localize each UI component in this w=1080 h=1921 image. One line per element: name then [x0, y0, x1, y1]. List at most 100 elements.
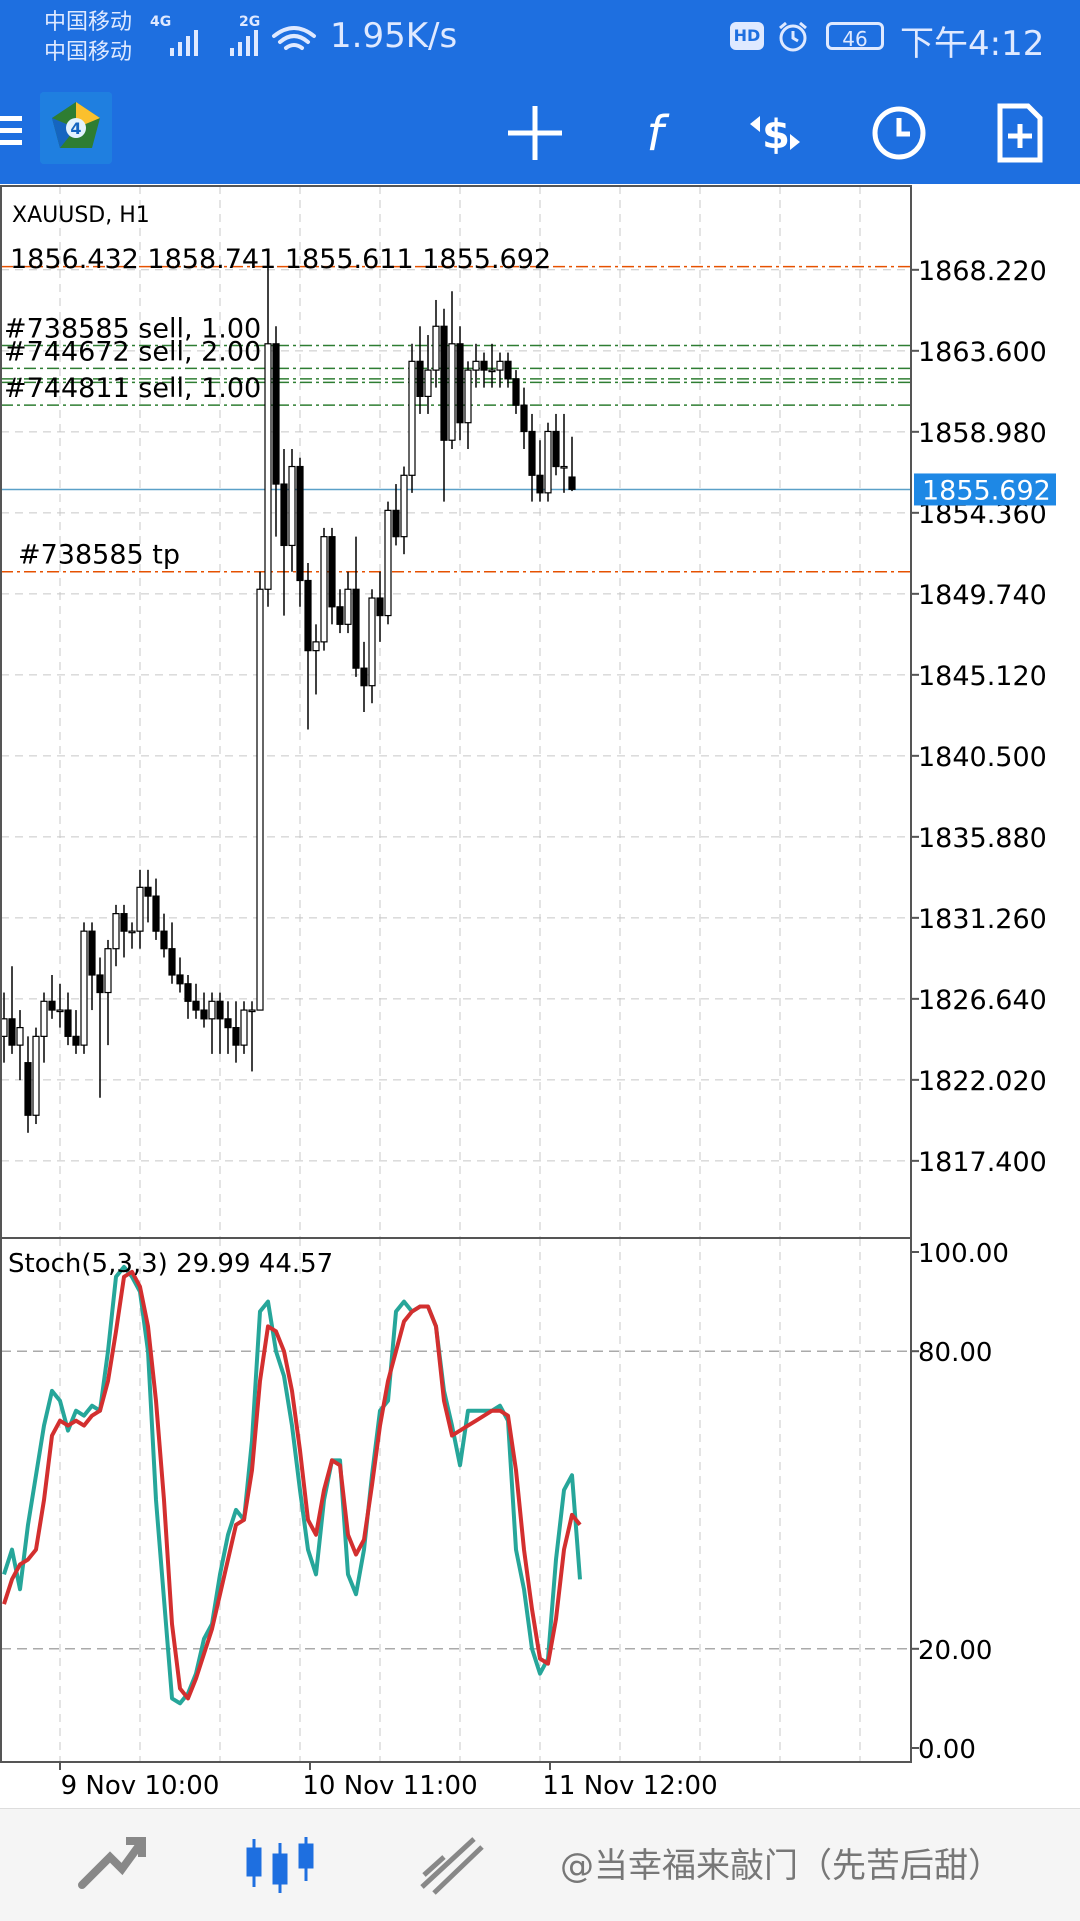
- bullish-candle: [344, 588, 352, 625]
- metatrader-logo[interactable]: 4: [40, 92, 112, 164]
- trade-icon[interactable]: $: [740, 98, 810, 168]
- indicators-icon[interactable]: f: [620, 98, 690, 168]
- network-2-label: 2G: [238, 14, 261, 30]
- bullish-candle: [256, 588, 264, 1011]
- order-label: #738585 tp: [18, 540, 180, 571]
- bullish-candle: [312, 641, 320, 652]
- price-tick-label: 1868.220: [918, 256, 1047, 287]
- bearish-candle: [280, 483, 288, 547]
- battery-indicator: 46: [826, 22, 884, 51]
- bullish-candle: [400, 474, 408, 538]
- bullish-candle: [288, 465, 296, 547]
- bullish-candle: [448, 343, 456, 441]
- carrier-1: 中国移动: [44, 10, 133, 35]
- order-label: #744811 sell, 1.00: [4, 373, 261, 404]
- price-chart[interactable]: XAUUSD, H1 1856.432 1858.741 1855.611 18…: [0, 184, 1080, 1804]
- bearish-candle: [232, 1026, 240, 1046]
- bullish-candle: [136, 886, 144, 932]
- bullish-candle: [104, 948, 112, 994]
- app-toolbar: 4 f $: [0, 80, 1080, 184]
- price-tick-label: 1822.020: [918, 1066, 1047, 1097]
- bearish-candle: [168, 948, 176, 976]
- bid-price-label: 1855.692: [922, 475, 1051, 506]
- bullish-candle: [240, 1009, 248, 1046]
- stoch-tick-label: 80.00: [918, 1338, 992, 1368]
- chart-area[interactable]: XAUUSD, H1 1856.432 1858.741 1855.611 18…: [0, 184, 1080, 1804]
- bullish-candle: [560, 465, 568, 469]
- bearish-candle: [88, 930, 96, 976]
- bearish-candle: [72, 1035, 80, 1046]
- bullish-candle: [496, 360, 504, 371]
- bearish-candle: [456, 343, 464, 424]
- bullish-candle: [368, 597, 376, 687]
- svg-text:$: $: [762, 112, 790, 158]
- crosshair-icon[interactable]: [500, 98, 570, 168]
- bullish-candle: [32, 1035, 40, 1116]
- chart-icon[interactable]: [240, 1829, 320, 1899]
- bearish-candle: [272, 343, 280, 485]
- bearish-candle: [120, 913, 128, 932]
- bearish-candle: [48, 1000, 56, 1011]
- bullish-candle: [432, 325, 440, 371]
- bearish-candle: [184, 983, 192, 1002]
- bearish-candle: [552, 430, 560, 468]
- stoch-tick-label: 0.00: [918, 1735, 976, 1765]
- new-order-icon[interactable]: [984, 98, 1054, 168]
- network-1-label: 4G: [150, 14, 172, 30]
- bearish-candle: [296, 465, 304, 582]
- bullish-candle: [128, 930, 136, 934]
- bearish-candle: [216, 1000, 224, 1020]
- bearish-candle: [520, 404, 528, 433]
- bearish-candle: [392, 509, 400, 538]
- price-tick-label: 1817.400: [918, 1147, 1047, 1178]
- bullish-candle: [80, 930, 88, 1046]
- bearish-candle: [144, 886, 152, 897]
- bearish-candle: [504, 360, 512, 380]
- bearish-candle: [328, 536, 336, 608]
- stoch-tick-label: 100.00: [918, 1239, 1009, 1269]
- price-tick-label: 1826.640: [918, 985, 1047, 1016]
- bearish-candle: [64, 1009, 72, 1037]
- bearish-candle: [200, 1009, 208, 1020]
- watermark-text: @当幸福来敲门（先苦后甜）: [560, 1846, 1002, 1886]
- bearish-candle: [192, 1000, 200, 1011]
- price-tick-label: 1831.260: [918, 904, 1047, 935]
- bullish-candle: [384, 509, 392, 617]
- bearish-candle: [176, 974, 184, 985]
- bearish-candle: [160, 930, 168, 950]
- bearish-candle: [440, 325, 448, 441]
- stoch-d-line: [2, 1269, 582, 1701]
- order-label: #744672 sell, 2.00: [4, 336, 261, 367]
- order-label: #738585 sell, 1.00: [4, 314, 261, 345]
- bullish-candle: [248, 1009, 256, 1013]
- bearish-candle: [352, 588, 360, 669]
- signal-icon: [170, 26, 316, 56]
- price-tick-label: 1840.500: [918, 742, 1047, 773]
- bearish-candle: [480, 360, 488, 371]
- stoch-tick-label: 20.00: [918, 1636, 992, 1666]
- status-bar: 中国移动 中国移动 4G 2G 1.95K/s HD 46 下午4:12: [0, 0, 1080, 80]
- network-indicators: 4G 2G: [150, 14, 260, 30]
- bullish-candle: [408, 360, 416, 476]
- time-tick-label: 10 Nov 11:00: [302, 1771, 477, 1801]
- price-tick-label: 1845.120: [918, 661, 1047, 692]
- bearish-candle: [8, 1018, 16, 1046]
- bullish-candle: [544, 430, 552, 494]
- bullish-candle: [424, 369, 432, 398]
- bearish-candle: [360, 667, 368, 687]
- time-tick-label: 9 Nov 10:00: [61, 1771, 220, 1801]
- bearish-candle: [24, 1062, 32, 1116]
- timeframe-icon[interactable]: [864, 98, 934, 168]
- bearish-candle: [96, 974, 104, 994]
- bearish-candle: [224, 1018, 232, 1029]
- time-tick-label: 11 Nov 12:00: [542, 1771, 717, 1801]
- quotes-icon[interactable]: [70, 1829, 150, 1899]
- bearish-candle: [336, 606, 344, 625]
- menu-icon[interactable]: [0, 114, 22, 148]
- symbol-label: XAUUSD, H1: [12, 203, 150, 228]
- bearish-candle: [568, 476, 576, 490]
- price-tick-label: 1858.980: [918, 418, 1047, 449]
- carrier-2: 中国移动: [44, 40, 133, 65]
- bullish-candle: [56, 1009, 64, 1013]
- trade-nav-icon[interactable]: [414, 1829, 494, 1899]
